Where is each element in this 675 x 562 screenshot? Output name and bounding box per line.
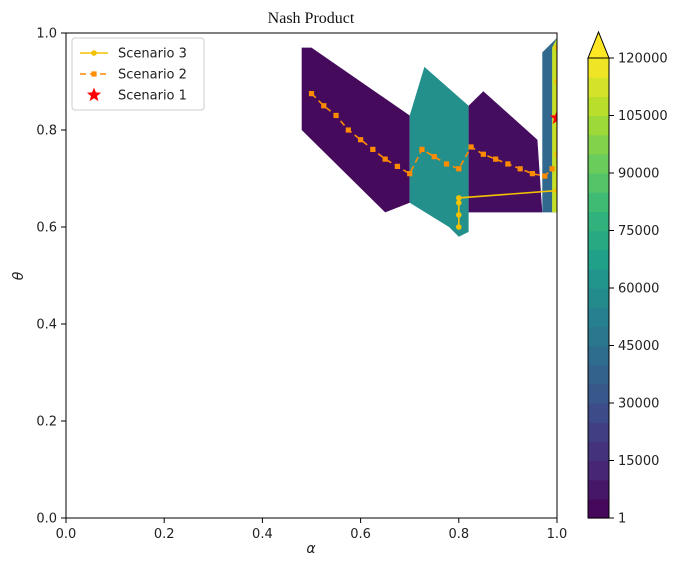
scenario-2-point [444, 161, 449, 166]
scenario-2-point [321, 103, 326, 108]
scenario-2-point [419, 147, 424, 152]
colorbar-extend-arrow [588, 32, 609, 58]
colorbar-band [588, 441, 609, 461]
colorbar-band [588, 346, 609, 366]
scenario-2-point [407, 171, 412, 176]
colorbar-band [588, 250, 609, 270]
colorbar: 1 15000 30000 45000 60000 75000 90000 105000 120… [588, 32, 668, 527]
x-tick-label: 0.0 [56, 527, 77, 542]
colorbar-band [588, 307, 609, 327]
colorbar-tick-label: 15000 [618, 454, 659, 469]
x-tick-label: 1.0 [547, 527, 568, 542]
legend-label: Scenario 1 [118, 89, 187, 104]
scenario-2-point [493, 157, 498, 162]
x-tick-label: 0.6 [350, 527, 371, 542]
colorbar-band [588, 173, 609, 193]
scenario-2-point [468, 144, 473, 149]
y-axis: 0.0 0.2 0.4 0.6 0.8 1.0 [36, 27, 66, 527]
colorbar-band [588, 499, 609, 519]
scenario-2-point [505, 161, 510, 166]
colorbar-band [588, 326, 609, 346]
colorbar-band [588, 403, 609, 423]
scenario-2-point [456, 166, 461, 171]
scenario-2-point [481, 152, 486, 157]
colorbar-band [588, 384, 609, 404]
y-tick-label: 0.6 [36, 221, 57, 236]
y-axis-label: θ [11, 271, 27, 280]
y-tick-label: 1.0 [36, 27, 57, 42]
colorbar-band [588, 192, 609, 212]
colorbar-tick-label: 30000 [618, 397, 659, 412]
colorbar-band [588, 231, 609, 251]
colorbar-band [588, 269, 609, 289]
colorbar-band [588, 96, 609, 116]
colorbar-band [588, 116, 609, 136]
colorbar-band [588, 480, 609, 500]
legend-marker [91, 50, 97, 56]
scenario-3-point [456, 200, 462, 206]
y-tick-label: 0.2 [36, 415, 57, 430]
colorbar-tick-label: 60000 [618, 282, 659, 297]
legend-label: Scenario 3 [118, 47, 187, 62]
colorbar-band [588, 135, 609, 155]
colorbar-tick-label: 1 [618, 512, 626, 527]
y-tick-label: 0.8 [36, 124, 57, 139]
legend-marker [91, 71, 96, 76]
colorbar-tick-label: 90000 [618, 167, 659, 182]
scenario-2-point [432, 154, 437, 159]
chart-title: Nash Product [268, 10, 355, 27]
colorbar-band [588, 154, 609, 174]
colorbar-tick-label: 120000 [618, 52, 668, 67]
scenario-2-point [309, 91, 314, 96]
colorbar-band [588, 288, 609, 308]
scenario-2-point [518, 166, 523, 171]
scenario-3-point [456, 195, 462, 201]
scenario-3-point [456, 212, 462, 218]
legend: Scenario 3 Scenario 2 Scenario 1 [72, 38, 204, 110]
y-tick-label: 0.4 [36, 318, 57, 333]
scenario-2-point [358, 137, 363, 142]
scenario-2-point [542, 173, 547, 178]
scenario-2-point [346, 127, 351, 132]
x-tick-label: 0.2 [154, 527, 175, 542]
colorbar-band [588, 58, 609, 78]
colorbar-tick-label: 75000 [618, 224, 659, 239]
colorbar-band [588, 211, 609, 231]
colorbar-tick-label: 105000 [618, 109, 668, 124]
y-tick-label: 0.0 [36, 512, 57, 527]
x-axis-label: α [306, 541, 316, 557]
scenario-2-point [549, 166, 554, 171]
colorbar-band [588, 422, 609, 442]
colorbar-tick-label: 45000 [618, 339, 659, 354]
scenario-2-point [370, 147, 375, 152]
scenario-3-point [456, 224, 462, 230]
scenario-2-point [530, 171, 535, 176]
scenario-2-point [383, 157, 388, 162]
legend-label: Scenario 2 [118, 68, 187, 83]
x-axis: 0.0 0.2 0.4 0.6 0.8 1.0 [56, 518, 568, 542]
scenario-2-point [395, 164, 400, 169]
colorbar-band [588, 77, 609, 97]
x-tick-label: 0.4 [252, 527, 273, 542]
colorbar-band [588, 461, 609, 481]
scenario-2-point [333, 113, 338, 118]
x-tick-label: 0.8 [448, 527, 469, 542]
colorbar-band [588, 365, 609, 385]
